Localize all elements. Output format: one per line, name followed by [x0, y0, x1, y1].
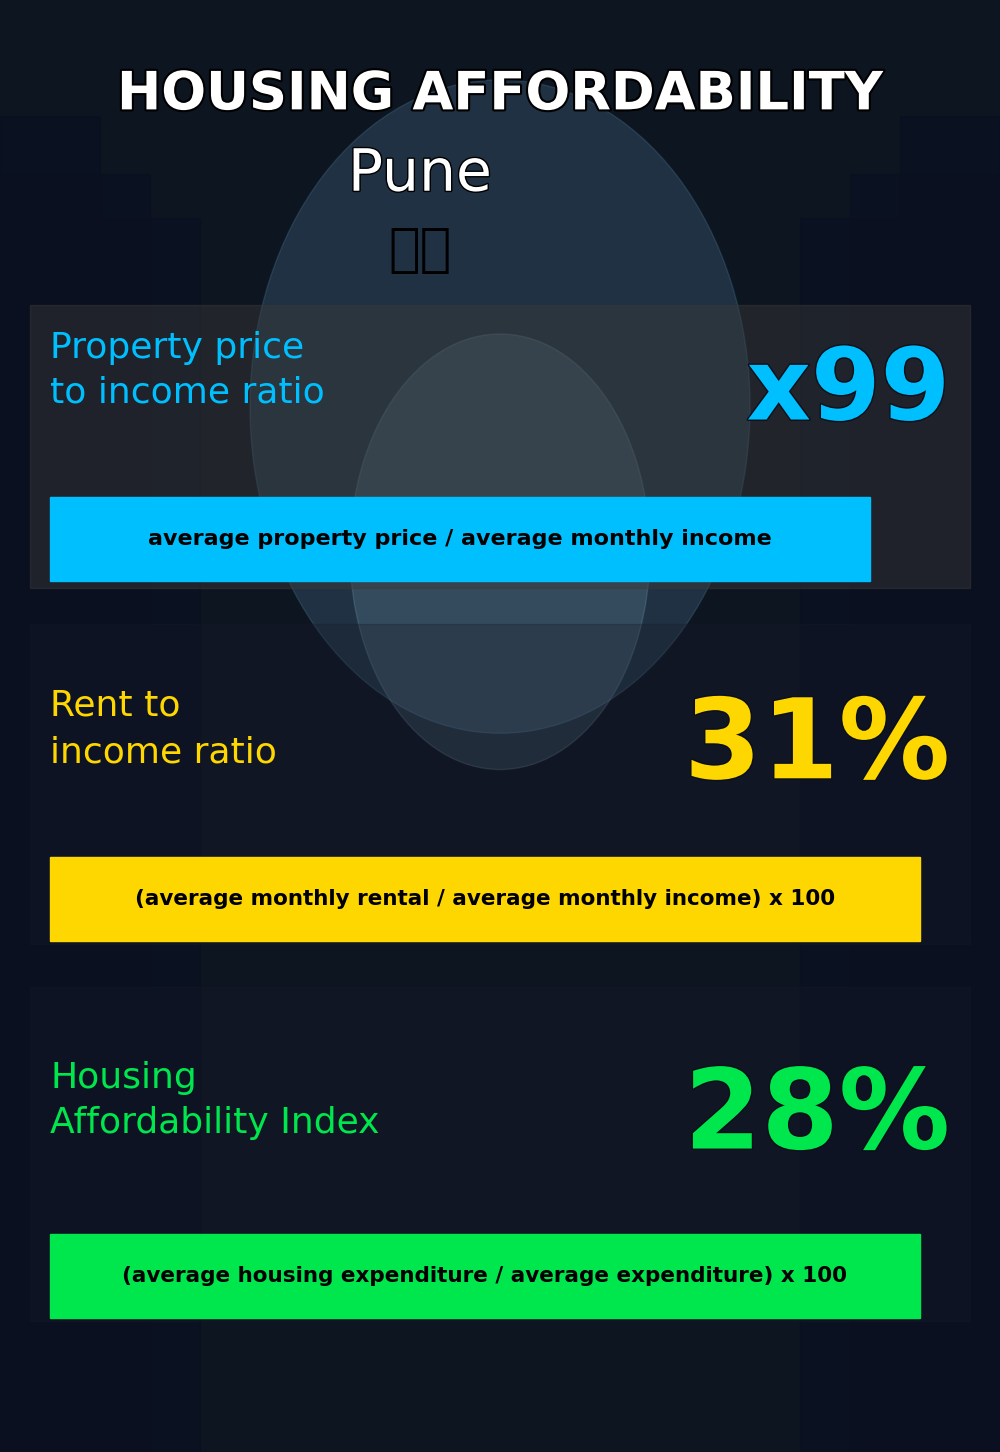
Bar [0, 116, 100, 1452]
Text: average property price / average monthly income: average property price / average monthly… [148, 529, 772, 549]
Text: HOUSING AFFORDABILITY: HOUSING AFFORDABILITY [117, 68, 883, 121]
Text: Property price
to income ratio: Property price to income ratio [50, 331, 325, 409]
Text: 28%: 28% [684, 1064, 950, 1172]
Text: (average monthly rental / average monthly income) x 100: (average monthly rental / average monthl… [135, 889, 835, 909]
Text: Housing
Affordability Index: Housing Affordability Index [50, 1061, 380, 1140]
Bar [0, 218, 200, 1452]
Bar [30, 624, 970, 944]
Ellipse shape [250, 80, 750, 733]
Text: Pune: Pune [348, 145, 492, 203]
Text: 🇮🇳: 🇮🇳 [388, 224, 452, 276]
Bar [0, 174, 150, 1452]
Bar [30, 987, 970, 1321]
Bar [800, 218, 1000, 1452]
Ellipse shape [350, 334, 650, 770]
Bar [850, 174, 1000, 1452]
Bar [30, 305, 970, 588]
Bar [50, 857, 920, 941]
Bar [900, 116, 1000, 1452]
Bar [50, 497, 870, 581]
Bar [50, 1234, 920, 1318]
Text: 31%: 31% [684, 694, 950, 802]
Text: x99: x99 [746, 344, 950, 440]
Text: Rent to
income ratio: Rent to income ratio [50, 688, 277, 770]
Text: (average housing expenditure / average expenditure) x 100: (average housing expenditure / average e… [122, 1266, 848, 1286]
